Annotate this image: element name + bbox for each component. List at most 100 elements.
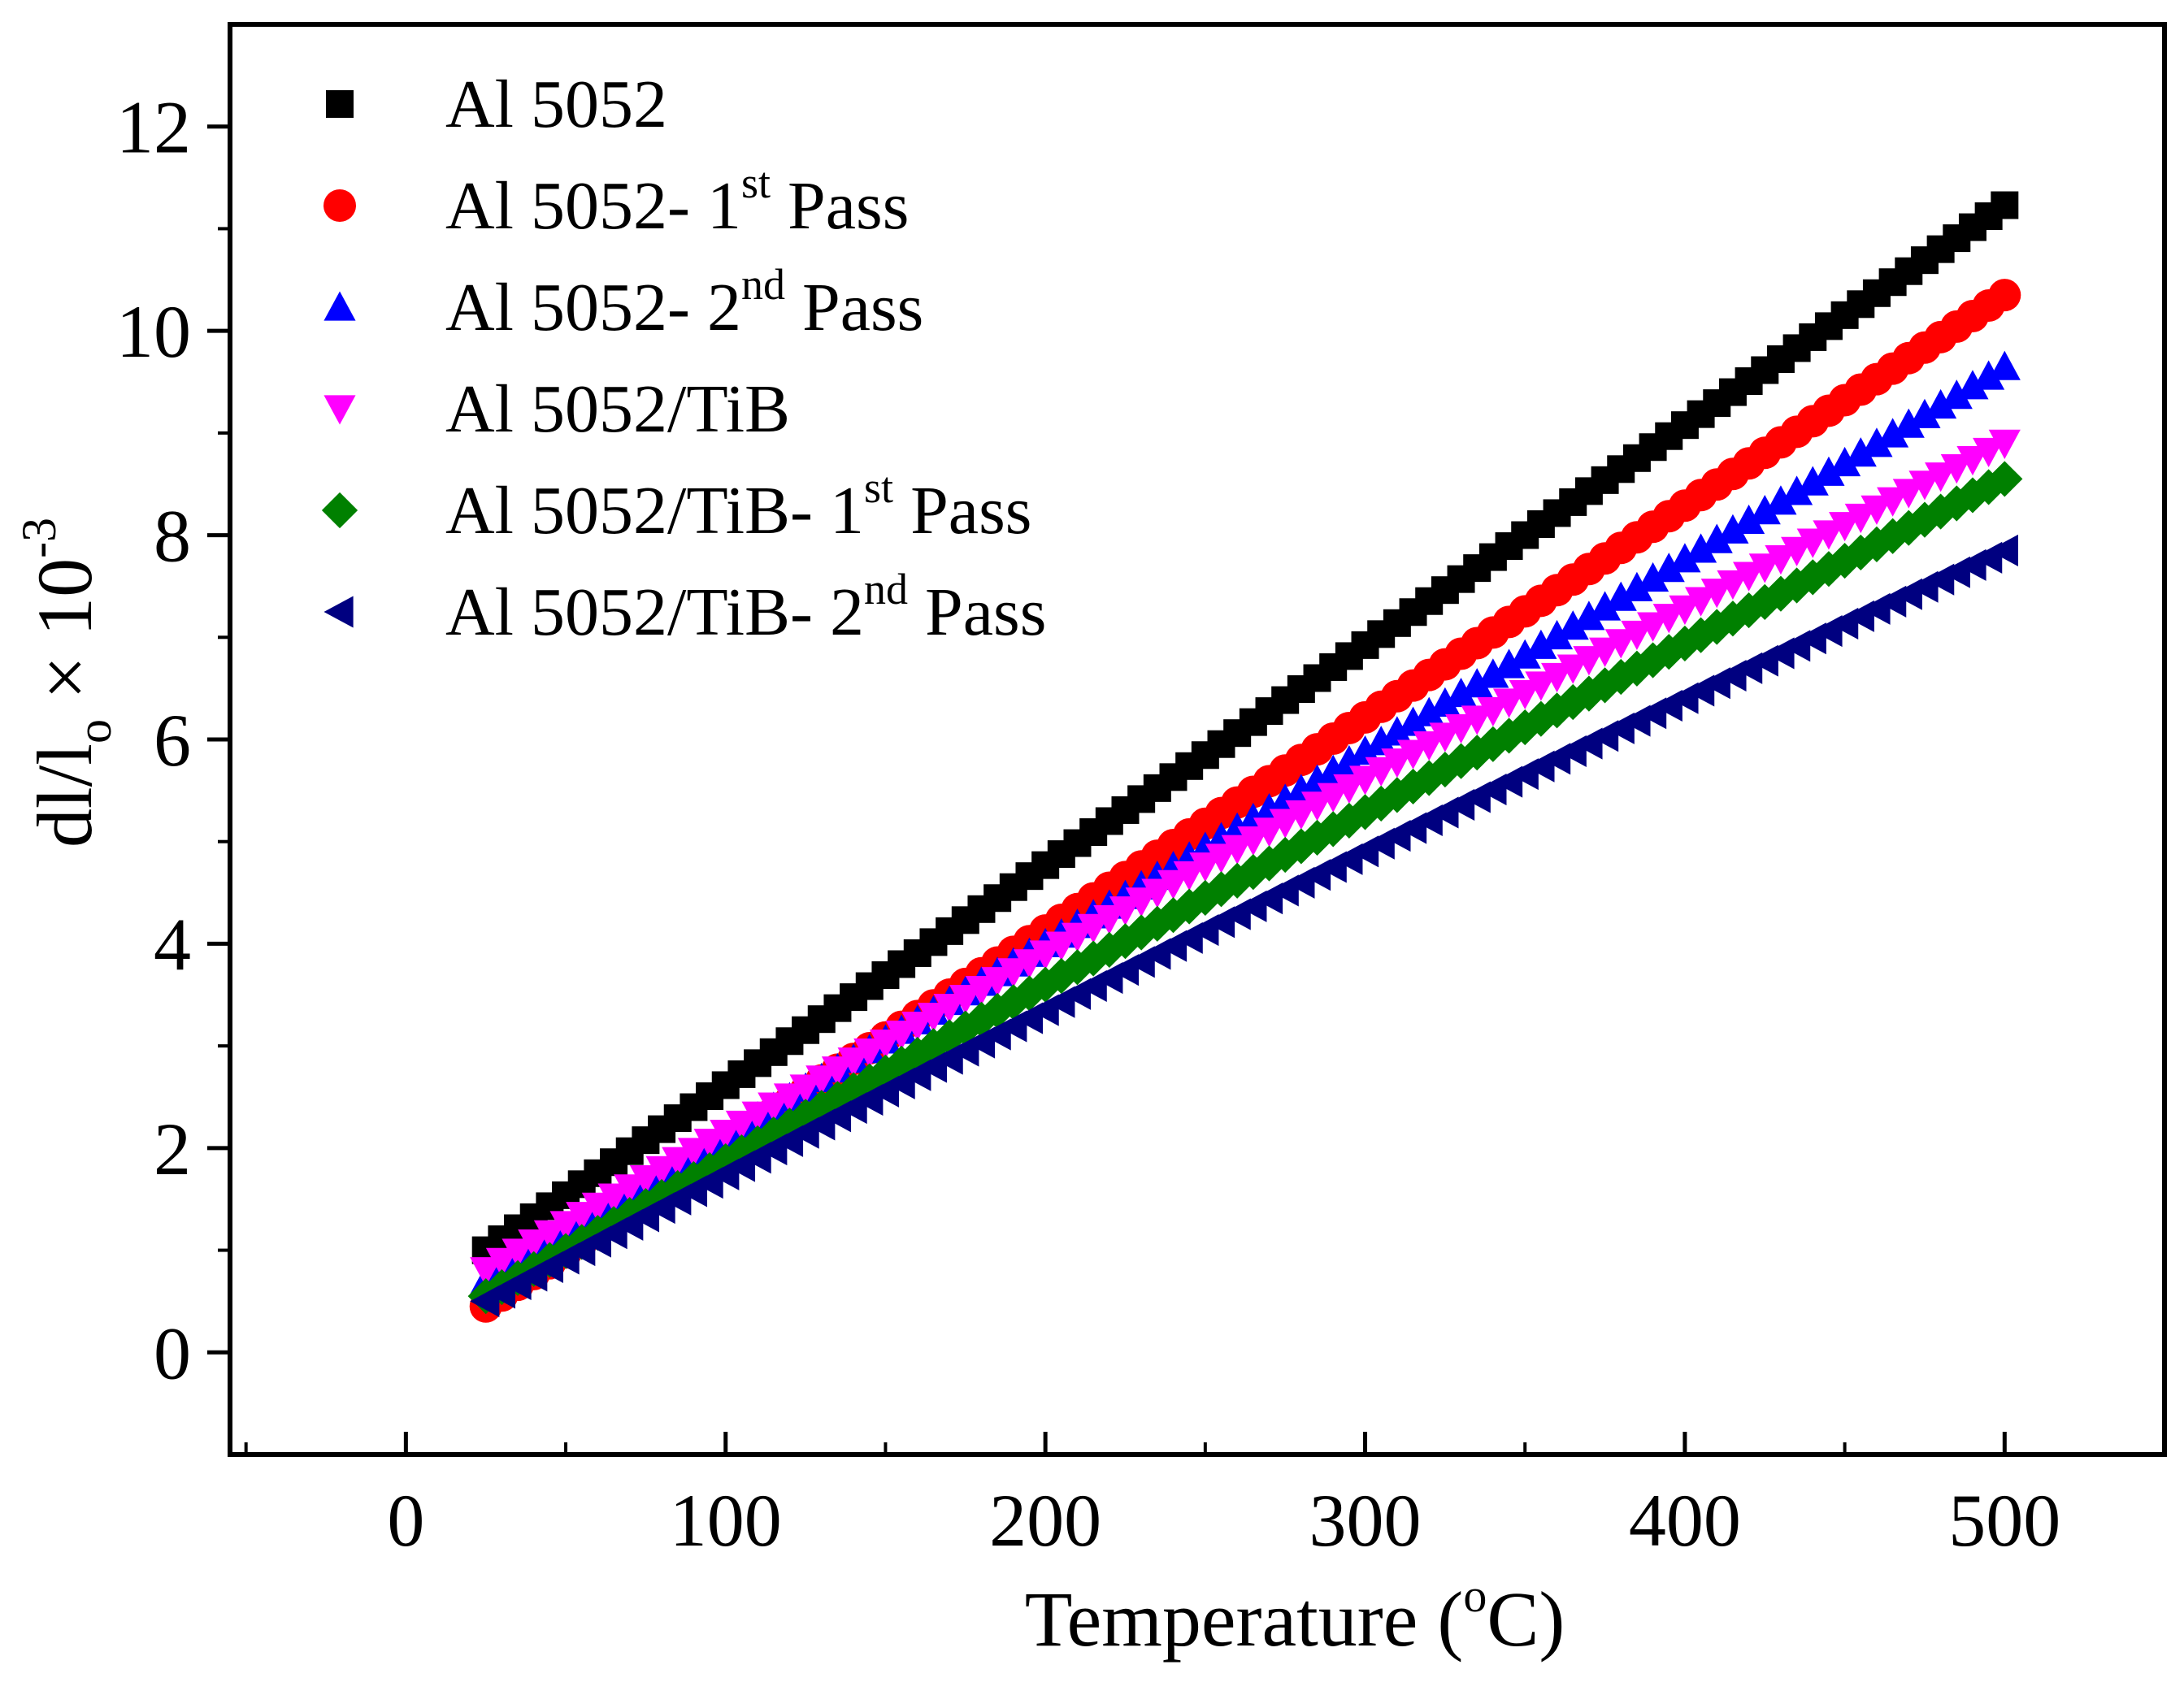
legend-label-sup: st [741, 158, 771, 207]
legend-label-main: Al 5052/TiB- 1 [445, 473, 864, 548]
data-point [1781, 536, 1813, 566]
data-point [1525, 629, 1557, 659]
data-point [1991, 191, 2019, 219]
data-point [869, 1029, 901, 1060]
data-point [1829, 446, 1861, 477]
data-point [1541, 662, 1574, 693]
data-point [1509, 639, 1541, 669]
data-point [1157, 869, 1190, 900]
data-point [1652, 553, 1685, 583]
y-tick-label: 6 [154, 699, 191, 782]
data-point [1637, 561, 1669, 592]
data-point [580, 1215, 616, 1251]
data-point [1300, 791, 1334, 822]
y-axis-title-sup: -3 [12, 518, 66, 558]
y-tick-label: 0 [154, 1312, 191, 1394]
legend-label-main: Al 5052/TiB- 2 [445, 575, 864, 650]
data-point [677, 1138, 710, 1168]
data-point [1940, 454, 1973, 484]
x-tick-label: 300 [1309, 1479, 1422, 1562]
data-point [1973, 437, 2005, 468]
y-axis-title: dl/lo × 10-3 [12, 518, 121, 848]
data-point [1109, 896, 1142, 926]
data-point [1491, 718, 1527, 754]
legend-marker [323, 291, 356, 321]
data-point [1541, 619, 1574, 650]
data-point [1699, 609, 1735, 645]
data-point [501, 1238, 534, 1268]
data-point [1189, 852, 1222, 882]
x-axis-title-main: Temperature ( [1025, 1576, 1464, 1663]
data-point [1509, 679, 1541, 710]
data-point [1956, 370, 1989, 400]
legend-marker [323, 395, 356, 425]
data-point [1125, 887, 1157, 917]
data-point [1155, 897, 1192, 934]
legend-item-4: Al 5052/TiB [323, 371, 790, 447]
data-point [1061, 922, 1094, 952]
x-axis-title: Temperature (oC) [1025, 1569, 1565, 1663]
legend-label: Al 5052/TiB- 2nd Pass [445, 565, 1046, 650]
data-point [710, 1119, 742, 1150]
data-point [1093, 904, 1126, 935]
data-point [821, 1056, 853, 1086]
data-point [1429, 687, 1461, 717]
axis-titles: Temperature (oC) dl/lo × 10-3 [12, 518, 1565, 1663]
data-point [1237, 826, 1270, 856]
data-point [1141, 878, 1174, 908]
data-point [1700, 579, 1733, 609]
legend-item-6: Al 5052/TiB- 2nd Pass [323, 565, 1046, 650]
data-point [1956, 445, 1989, 476]
data-point [965, 976, 998, 1006]
legend-label: Al 5052/TiB [445, 371, 790, 447]
legend-label-tail: Pass [893, 473, 1031, 548]
data-point [1700, 523, 1733, 553]
legend-label: Al 5052- 1st Pass [445, 158, 909, 244]
data-point [1348, 765, 1382, 796]
legend-label-tail: Pass [771, 168, 909, 244]
data-point [1477, 696, 1509, 727]
data-point [1796, 466, 1829, 496]
data-point [1877, 487, 1909, 517]
data-point [1940, 379, 1973, 410]
data-point [1925, 462, 1957, 492]
data-point [1861, 427, 1893, 457]
axes-layer: 0 100 200 300 400 500 0 2 4 6 8 10 12 [116, 22, 2167, 1562]
data-point [853, 1038, 886, 1069]
data-point [1522, 700, 1559, 737]
data-point [1986, 461, 2023, 497]
series-layer [467, 191, 2023, 1323]
data-point [1892, 408, 1925, 438]
data-point [1892, 479, 1925, 509]
legend-marker [326, 90, 354, 118]
legend-label-main: Al 5052/TiB [445, 371, 790, 447]
legend-label-sup: nd [864, 565, 908, 614]
data-point [758, 1092, 790, 1122]
data-point [1733, 504, 1765, 535]
data-point [997, 958, 1030, 988]
data-point [1205, 843, 1238, 874]
data-point [741, 1101, 774, 1131]
data-point [1589, 637, 1622, 667]
data-point [771, 1108, 808, 1144]
legend-marker [323, 596, 354, 628]
data-point [1637, 612, 1669, 642]
data-point [1988, 429, 2021, 459]
data-point [1781, 475, 1813, 505]
data-point [1796, 528, 1829, 558]
data-point [693, 1129, 726, 1159]
data-point [549, 1211, 582, 1241]
data-point [1365, 726, 1397, 756]
legend-label: Al 5052/TiB- 1st Pass [445, 463, 1031, 548]
data-point [1381, 716, 1413, 746]
data-point [1604, 581, 1637, 611]
data-point [533, 1220, 566, 1250]
data-point [1285, 800, 1318, 830]
data-point [1381, 748, 1413, 778]
legend-label-main: Al 5052- 1 [445, 168, 741, 244]
data-point [645, 1156, 678, 1186]
y-tick-label: 4 [154, 903, 191, 986]
data-point [1861, 495, 1893, 525]
data-point [1829, 512, 1861, 542]
